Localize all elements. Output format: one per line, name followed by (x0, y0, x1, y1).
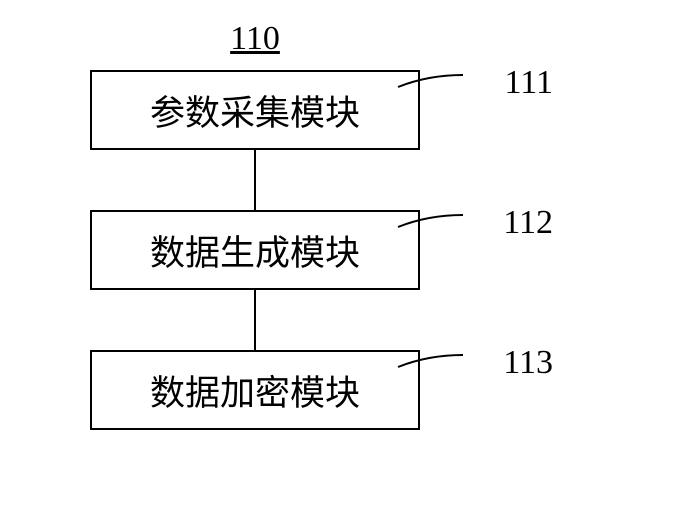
callout-111: 111 (398, 72, 553, 132)
callout-label: 113 (503, 344, 553, 382)
block-data-encryption: 数据加密模块 113 (90, 350, 420, 430)
callout-label: 112 (503, 204, 553, 242)
callout-112: 112 (398, 212, 553, 272)
diagram-header: 110 (90, 20, 420, 58)
callout-113: 113 (398, 352, 553, 412)
block-data-generation: 数据生成模块 112 (90, 210, 420, 290)
block-parameter-collection: 参数采集模块 111 (90, 70, 420, 150)
connector-2-3 (254, 290, 256, 350)
flowchart-diagram: 110 参数采集模块 111 数据生成模块 112 数据加密模块 113 (90, 20, 590, 430)
block-label: 数据生成模块 (150, 225, 360, 276)
block-label: 参数采集模块 (150, 85, 360, 136)
connector-1-2 (254, 150, 256, 210)
callout-label: 111 (505, 64, 553, 102)
block-label: 数据加密模块 (150, 365, 360, 416)
